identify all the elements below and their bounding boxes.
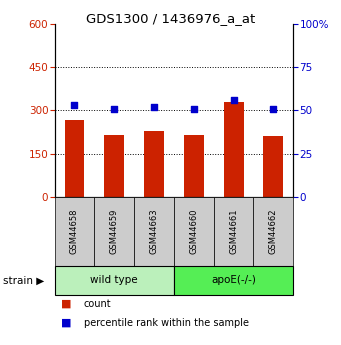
Text: GSM44662: GSM44662 bbox=[269, 208, 278, 254]
Text: ■: ■ bbox=[61, 299, 72, 308]
Point bbox=[112, 106, 117, 111]
Bar bbox=[264, 136, 283, 197]
Bar bbox=[174, 197, 214, 266]
Text: percentile rank within the sample: percentile rank within the sample bbox=[84, 318, 249, 327]
Text: apoE(-/-): apoE(-/-) bbox=[211, 275, 256, 285]
Bar bbox=[64, 120, 84, 197]
Text: GSM44663: GSM44663 bbox=[149, 208, 159, 254]
Text: GSM44661: GSM44661 bbox=[229, 208, 238, 254]
Bar bbox=[174, 266, 293, 295]
Bar bbox=[55, 266, 174, 295]
Point bbox=[72, 102, 77, 108]
Bar bbox=[144, 130, 164, 197]
Bar bbox=[224, 102, 243, 197]
Bar bbox=[94, 197, 134, 266]
Text: ■: ■ bbox=[61, 318, 72, 327]
Point bbox=[271, 106, 276, 111]
Point bbox=[151, 104, 157, 110]
Bar bbox=[253, 197, 293, 266]
Bar bbox=[134, 197, 174, 266]
Bar bbox=[104, 135, 124, 197]
Text: strain ▶: strain ▶ bbox=[3, 275, 45, 285]
Point bbox=[191, 106, 196, 111]
Text: count: count bbox=[84, 299, 111, 308]
Text: GDS1300 / 1436976_a_at: GDS1300 / 1436976_a_at bbox=[86, 12, 255, 25]
Bar bbox=[184, 135, 204, 197]
Text: GSM44658: GSM44658 bbox=[70, 208, 79, 254]
Text: GSM44659: GSM44659 bbox=[110, 208, 119, 254]
Text: GSM44660: GSM44660 bbox=[189, 208, 198, 254]
Bar bbox=[55, 197, 94, 266]
Text: wild type: wild type bbox=[90, 275, 138, 285]
Bar bbox=[214, 197, 253, 266]
Point bbox=[231, 97, 236, 103]
